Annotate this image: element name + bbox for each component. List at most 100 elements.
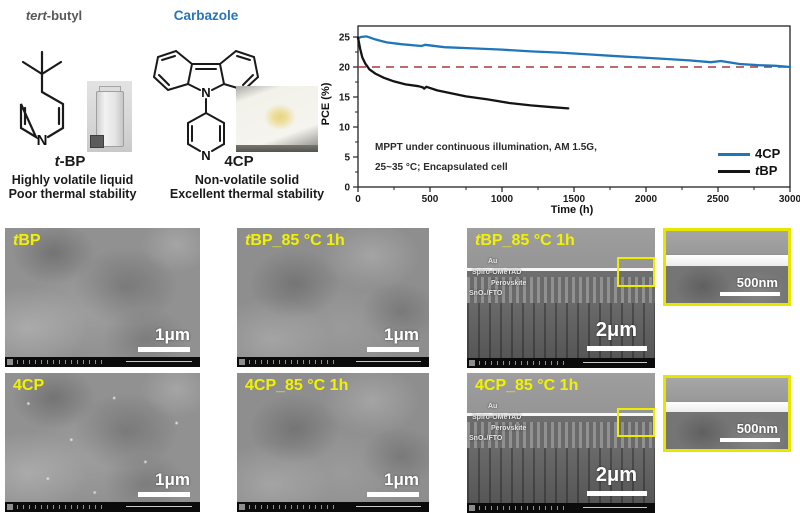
scalebar-line bbox=[138, 492, 190, 497]
cross-label-rest: 4CP_85 °C 1h bbox=[475, 377, 579, 394]
scalebar-text-2um: 2μm bbox=[595, 319, 637, 341]
sem-speckles bbox=[5, 373, 200, 512]
spiro-layer bbox=[467, 271, 655, 277]
tbp-desc-2: Poor thermal stability bbox=[8, 187, 137, 201]
au-layer bbox=[467, 413, 655, 416]
sem-panel-4cp-85-surface: 4CP_85 °C 1h 1μm bbox=[237, 373, 429, 512]
sem-label-tbp-85: tBP_85 °C 1h bbox=[245, 232, 345, 250]
sem-label-4cp-85-cross: 4CP_85 °C 1h bbox=[475, 377, 578, 395]
metadata-scale-line bbox=[583, 507, 647, 508]
sem-metadata-bar bbox=[237, 357, 429, 367]
layer-label-au: Au bbox=[488, 258, 498, 265]
svg-text:0: 0 bbox=[344, 183, 350, 194]
layer-label-perovskite: Perovskite bbox=[491, 425, 527, 432]
fourcp-desc-1: Non-volatile solid bbox=[194, 173, 300, 187]
scalebar-line bbox=[587, 491, 647, 496]
sem-metadata-bar bbox=[5, 357, 200, 367]
pce-stability-chart: 0 5 10 15 20 25 0 500 1000 1500 2000 2500 3000 PCE (… bbox=[315, 0, 800, 225]
svg-text:15: 15 bbox=[339, 93, 351, 104]
layer-label-spiro: Spiro-OMeTAD bbox=[472, 269, 522, 276]
chart-annotation-line1: MPPT under continuous illumination, AM 1… bbox=[375, 142, 597, 153]
sem-metadata-bar bbox=[467, 503, 655, 513]
svg-text:0: 0 bbox=[355, 194, 361, 205]
tbp-name-rest: -BP bbox=[59, 153, 86, 170]
sem-label-4cp-85: 4CP_85 °C 1h bbox=[245, 377, 348, 395]
scalebar-line bbox=[587, 346, 647, 351]
tbp-desc-1: Highly volatile liquid bbox=[11, 173, 134, 187]
legend-label-tbp-italic: t bbox=[755, 163, 760, 178]
sem-label-tbp-85-italic: t bbox=[245, 232, 251, 249]
svg-text:1500: 1500 bbox=[563, 194, 586, 205]
cross-label-italic: t bbox=[475, 232, 481, 249]
sem-panel-4cp-85-cross-section: 4CP_85 °C 1h Au Spiro-OMeTAD Perovskite … bbox=[467, 373, 655, 513]
tbp-vial-photo bbox=[87, 81, 132, 152]
inset-au-band bbox=[666, 402, 788, 413]
layer-label-au: Au bbox=[488, 403, 498, 410]
chart-annotation-line2: 25~35 °C; Encapsulated cell bbox=[375, 162, 508, 173]
layer-label-perovskite: Perovskite bbox=[491, 280, 527, 287]
sem-label-4cp-rest: 4CP bbox=[13, 377, 45, 394]
sem-panel-4cp-surface: 4CP 1μm bbox=[5, 373, 200, 512]
roi-highlight-box bbox=[617, 257, 655, 287]
cross-label-rest: BP_85 °C 1h bbox=[480, 232, 575, 249]
chart-x-axis-label: Time (h) bbox=[550, 204, 594, 216]
chart-plot-area: 0 5 10 15 20 25 0 500 1000 1500 2000 2500 3000 bbox=[339, 25, 800, 205]
sem-label-tbp: tBP bbox=[13, 232, 41, 250]
chart-y-axis-label: PCE (%) bbox=[320, 82, 332, 126]
scalebar-text-1um: 1μm bbox=[384, 470, 419, 489]
scalebar-line bbox=[138, 347, 190, 352]
scalebar-text-2um: 2μm bbox=[595, 464, 637, 486]
svg-text:2000: 2000 bbox=[635, 194, 658, 205]
roi-highlight-box bbox=[617, 408, 655, 437]
fourcp-structure: N N bbox=[152, 49, 260, 161]
substrate-edge bbox=[236, 145, 318, 152]
svg-text:2500: 2500 bbox=[707, 194, 730, 205]
spiro-layer bbox=[467, 416, 655, 422]
sem-label-tbp-rest: BP bbox=[18, 232, 41, 249]
tbp-name-italic: t bbox=[54, 153, 60, 170]
scalebar-text-1um: 1μm bbox=[155, 470, 190, 489]
tbp-structure: N bbox=[19, 50, 65, 149]
svg-text:5: 5 bbox=[344, 153, 350, 164]
sem-label-4cp: 4CP bbox=[13, 377, 44, 395]
scalebar-text-500nm: 500nm bbox=[736, 421, 778, 436]
fourcp-powder-photo bbox=[236, 86, 318, 152]
legend-label-4cp: 4CP bbox=[755, 146, 781, 161]
layer-label-spiro: Spiro-OMeTAD bbox=[472, 414, 522, 421]
sem-panel-tbp-85-cross-section: tBP_85 °C 1h Au Spiro-OMeTAD Perovskite … bbox=[467, 228, 655, 368]
legend-label-tbp: tBP bbox=[755, 163, 777, 178]
sem-label-tbp-85-cross: tBP_85 °C 1h bbox=[475, 232, 575, 250]
svg-text:25: 25 bbox=[339, 33, 351, 44]
inset-bottom-region bbox=[666, 412, 788, 449]
scalebar-line bbox=[720, 292, 780, 296]
perovskite-layer bbox=[467, 277, 655, 303]
svg-text:20: 20 bbox=[339, 63, 351, 74]
sem-label-4cp-85-rest: 4CP_85 °C 1h bbox=[245, 377, 349, 394]
sem-metadata-bar bbox=[5, 502, 200, 512]
inset-top-region bbox=[666, 378, 788, 403]
svg-text:3000: 3000 bbox=[779, 194, 800, 205]
svg-text:1000: 1000 bbox=[491, 194, 514, 205]
cross-section-top-region bbox=[467, 228, 655, 268]
tbp-title-rest: -butyl bbox=[46, 8, 83, 23]
legend-swatch-tbp bbox=[718, 170, 750, 173]
fourcp-desc-2: Excellent thermal stability bbox=[169, 187, 325, 201]
inset-au-band bbox=[666, 255, 788, 266]
sem-metadata-bar bbox=[237, 502, 429, 512]
metadata-scale-line bbox=[125, 506, 192, 507]
pyridine-nitrogen-label: N bbox=[201, 148, 210, 161]
carbazole-nitrogen-label: N bbox=[201, 85, 210, 100]
scalebar-line bbox=[367, 347, 419, 352]
powder-blob bbox=[264, 104, 296, 130]
fourcp-name: 4CP bbox=[224, 153, 254, 170]
tbp-nitrogen-label: N bbox=[37, 132, 48, 149]
vial-cap bbox=[90, 135, 104, 148]
carbazole-title: Carbazole bbox=[173, 8, 239, 23]
metadata-scale-line bbox=[125, 361, 192, 362]
inset-top-region bbox=[666, 231, 788, 256]
layer-label-sno2-fto: SnO₂/FTO bbox=[469, 290, 503, 297]
svg-text:10: 10 bbox=[339, 123, 351, 134]
cross-section-top-region bbox=[467, 373, 655, 413]
inset-tbp-85-zoom: 500nm bbox=[663, 228, 791, 306]
